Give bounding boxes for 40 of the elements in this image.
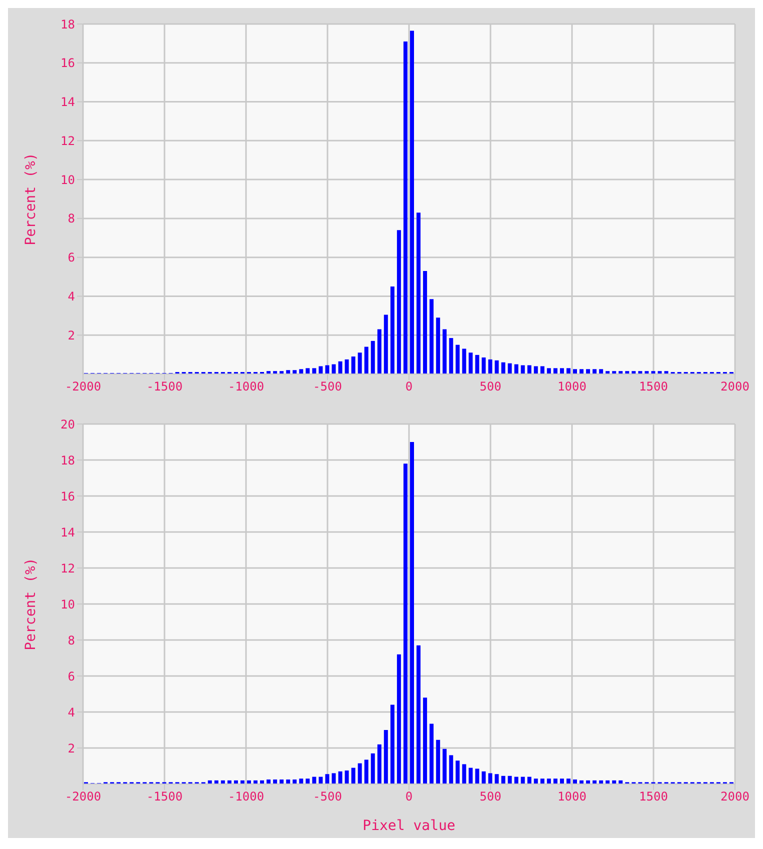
x-tick-label: 0	[405, 790, 413, 804]
x-tick-label: -1500	[146, 380, 183, 394]
y-tick-label: 12	[60, 134, 75, 148]
x-tick-label: 2000	[720, 380, 750, 394]
y-tick-label: 18	[60, 453, 75, 468]
y-tick-label: 4	[68, 705, 75, 720]
x-tick-label: 2000	[720, 790, 750, 804]
x-tick-label: 500	[480, 380, 502, 394]
y-tick-label: 10	[60, 597, 75, 612]
y-tick-label: 14	[60, 95, 75, 110]
y-tick-label: 6	[68, 250, 75, 265]
x-tick-label: 1000	[558, 380, 586, 394]
y-tick-label: 8	[68, 633, 75, 648]
x-tick-label: -500	[313, 790, 342, 804]
x-tick-label: -2000	[64, 380, 102, 394]
y-tick-label: 10	[60, 172, 75, 187]
y-tick-label: 16	[60, 56, 75, 70]
x-tick-label: 500	[480, 790, 502, 804]
y-axis-title: Percent (%)	[22, 152, 39, 246]
x-tick-label: -500	[313, 380, 342, 394]
y-tick-label: 8	[68, 212, 75, 226]
y-tick-label: 18	[60, 17, 75, 32]
y-tick-label: 16	[60, 489, 75, 504]
x-tick-label: 1500	[639, 380, 668, 394]
x-tick-label: 0	[405, 380, 413, 394]
y-tick-label: 12	[60, 561, 75, 576]
y-tick-label: 4	[68, 289, 75, 304]
x-tick-label: 1500	[639, 790, 668, 804]
y-tick-label: 6	[68, 669, 75, 684]
y-tick-label: 14	[60, 525, 75, 540]
x-tick-label: -1500	[146, 790, 183, 804]
x-axis-title: Pixel value	[362, 818, 456, 834]
x-tick-label: -1000	[228, 380, 264, 394]
x-tick-label: -1000	[228, 790, 264, 804]
y-axis-title: Percent (%)	[22, 558, 39, 650]
x-tick-label: 1000	[558, 790, 586, 804]
y-tick-label: 20	[60, 417, 75, 432]
x-tick-label: -2000	[64, 790, 102, 804]
y-tick-label: 2	[68, 741, 75, 756]
y-tick-label: 2	[68, 328, 75, 342]
